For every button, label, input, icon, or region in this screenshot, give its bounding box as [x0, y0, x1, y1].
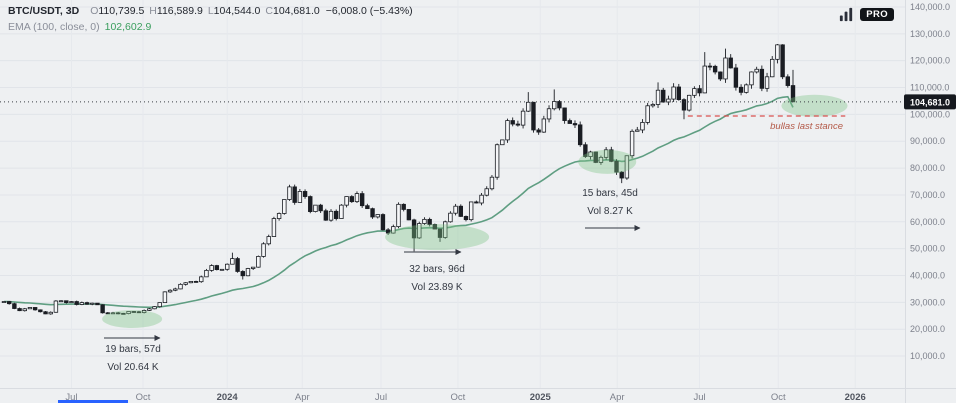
time-axis-label: Jul [375, 392, 387, 403]
time-axis-label: Oct [771, 392, 786, 403]
support-line-label[interactable]: bullas last stance [770, 121, 843, 132]
price-axis-label: 90,000.0 [910, 136, 945, 146]
brand-area: PRO [838, 6, 894, 23]
time-axis-label: 2026 [845, 392, 866, 403]
price-axis-label: 70,000.0 [910, 190, 945, 200]
time-axis-label: 2025 [530, 392, 552, 403]
annotation-text-zone-1[interactable]: 19 bars, 57d [105, 344, 161, 355]
high-label: H [149, 5, 157, 17]
price-axis-label: 50,000.0 [910, 244, 945, 254]
price-axis-label: 110,000.0 [910, 83, 949, 93]
close-label: C [265, 5, 273, 17]
annotation-text-zone-3[interactable]: 15 bars, 45d [582, 188, 638, 199]
price-axis-label: 130,000.0 [910, 29, 950, 39]
symbol-title[interactable]: BTC/USDT, 3D [8, 5, 80, 17]
tradingview-logo-icon[interactable] [838, 6, 855, 23]
open-value: 110,739.5 [98, 5, 145, 17]
annotation-text-zone-2[interactable]: Vol 23.89 K [411, 282, 462, 293]
ema-indicator-label[interactable]: EMA (100, close, 0) [8, 21, 100, 33]
price-axis-label: 100,000.0 [910, 109, 950, 119]
time-axis[interactable]: Jul Oct 2024 Apr Jul Oct 2025 Apr Jul Oct 2026 [65, 392, 865, 403]
time-axis-label: Oct [451, 392, 466, 403]
open-label: O [90, 5, 99, 17]
time-axis-label: Apr [610, 392, 625, 403]
low-label: L [207, 5, 214, 17]
annotation-text-zone-1[interactable]: Vol 20.64 K [107, 362, 158, 373]
time-axis-label: Oct [136, 392, 151, 403]
price-axis-label: 80,000.0 [910, 163, 945, 173]
legend: BTC/USDT, 3D O 110,739.5 H 116,589.9 L 104,… [8, 4, 413, 35]
time-axis-label: Jul [693, 392, 705, 403]
time-axis-label: 2024 [217, 392, 239, 403]
time-axis-label: Jul [65, 392, 77, 403]
highlight-ellipse-zone-2[interactable] [385, 224, 490, 251]
price-axis-label: 40,000.0 [910, 270, 945, 280]
symbol-row: BTC/USDT, 3D O 110,739.5 H 116,589.9 L 104,… [8, 4, 413, 19]
price-axis-label: 10,000.0 [910, 351, 945, 361]
change-value: −6,008.0 (−5.43%) [325, 5, 413, 17]
pro-badge[interactable]: PRO [860, 8, 894, 21]
annotation-text-zone-3[interactable]: Vol 8.27 K [587, 206, 633, 217]
last-price-badge[interactable] [904, 94, 956, 110]
price-axis-label: 30,000.0 [910, 297, 945, 307]
highlight-ellipse-zone-4[interactable] [781, 94, 848, 117]
price-axis-label: 20,000.0 [910, 324, 945, 334]
highlight-ellipse-zone-3[interactable] [578, 149, 637, 174]
gridlines [0, 6, 905, 357]
time-axis-label: Apr [295, 392, 310, 403]
low-value: 104,544.0 [213, 5, 261, 17]
annotation-text-zone-2[interactable]: 32 bars, 96d [409, 264, 465, 275]
highlight-ellipse-zone-1[interactable] [102, 309, 163, 328]
close-value: 104,681.0 [272, 5, 320, 17]
indicator-row: EMA (100, close, 0) 102,602.9 [8, 20, 413, 35]
last-price-badge-label: 104,681.0 [910, 97, 950, 107]
bottom-blue-bar [58, 400, 128, 403]
ema-line [3, 95, 794, 309]
price-axis-label: 120,000.0 [910, 56, 950, 66]
ema-indicator-value: 102,602.9 [104, 21, 152, 33]
price-axis[interactable]: 10,000.0 20,000.0 30,000.0 40,000.0 50,000.0… [904, 2, 956, 361]
candlestick-series [1, 44, 796, 315]
high-value: 116,589.9 [156, 5, 203, 17]
price-axis-label: 60,000.0 [910, 217, 945, 227]
price-axis-label: 140,000.0 [910, 2, 950, 12]
